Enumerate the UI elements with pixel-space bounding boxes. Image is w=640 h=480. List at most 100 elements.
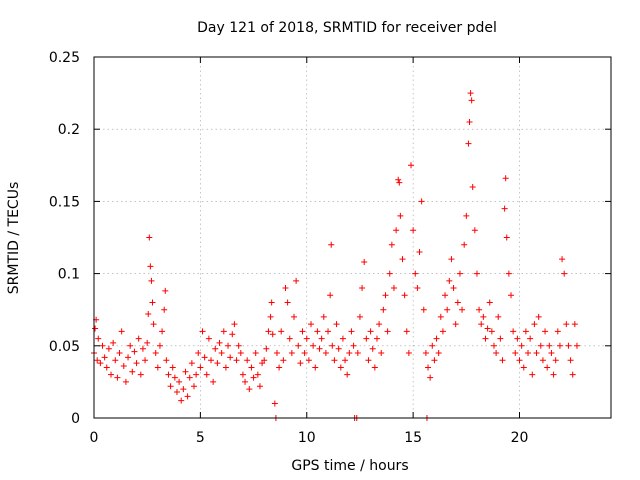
data-point (92, 325, 99, 332)
data-point (539, 357, 546, 364)
data-point (488, 328, 495, 335)
data-point (520, 364, 527, 371)
data-point (384, 328, 391, 335)
data-point (95, 335, 102, 342)
data-point (359, 285, 366, 292)
data-point (456, 270, 463, 277)
data-point (265, 328, 272, 335)
data-point (469, 183, 476, 190)
data-point (529, 371, 536, 378)
data-point (286, 335, 293, 342)
data-point (337, 364, 344, 371)
data-point (314, 328, 321, 335)
data-point (146, 234, 153, 241)
data-point (271, 400, 278, 407)
data-point (167, 383, 174, 390)
data-point (499, 357, 506, 364)
data-point (471, 227, 478, 234)
data-point (144, 339, 151, 346)
data-point (550, 371, 557, 378)
data-point (97, 360, 104, 367)
data-point (346, 350, 353, 357)
data-point (537, 342, 544, 349)
data-point (149, 299, 156, 306)
y-tick-label: 0.1 (58, 267, 80, 283)
data-point (390, 285, 397, 292)
data-point (252, 350, 259, 357)
data-point (380, 306, 387, 313)
data-point (139, 345, 146, 352)
data-point (473, 270, 480, 277)
data-point (363, 335, 370, 342)
data-point (437, 313, 444, 320)
data-point (254, 371, 261, 378)
data-point (280, 357, 287, 364)
data-point (559, 256, 566, 263)
data-point (163, 357, 170, 364)
data-point (395, 176, 402, 183)
data-point (225, 342, 232, 349)
data-point (186, 374, 193, 381)
data-point (256, 383, 263, 390)
data-point (497, 335, 504, 342)
data-point (248, 364, 255, 371)
data-point (478, 321, 485, 328)
data-point (145, 311, 152, 318)
data-point (502, 175, 509, 182)
data-point (350, 342, 357, 349)
data-point (195, 350, 202, 357)
data-point (297, 360, 304, 367)
data-point (310, 342, 317, 349)
data-point (522, 328, 529, 335)
data-point (301, 350, 308, 357)
data-point (173, 389, 180, 396)
chart-title: Day 121 of 2018, SRMTID for receiver pde… (197, 20, 497, 36)
data-point (120, 363, 127, 370)
data-point (197, 364, 204, 371)
data-point (227, 354, 234, 361)
plot-frame (93, 56, 612, 419)
x-tick-labels: 0 5 10 15 20 (90, 430, 529, 446)
data-point (110, 339, 117, 346)
data-point (329, 342, 336, 349)
data-point (150, 321, 157, 328)
y-tick-labels: 0 0.05 0.1 0.15 0.2 0.25 (49, 50, 80, 427)
data-point (212, 345, 219, 352)
data-point (235, 342, 242, 349)
data-point (433, 335, 440, 342)
data-point (218, 350, 225, 357)
data-point (242, 378, 249, 385)
data-point (450, 285, 457, 292)
data-point (299, 328, 306, 335)
data-point (382, 292, 389, 299)
data-point (405, 350, 412, 357)
data-point (333, 321, 340, 328)
data-point (356, 313, 363, 320)
data-point (348, 328, 355, 335)
data-point (467, 90, 474, 97)
data-point (548, 350, 555, 357)
data-point (303, 335, 310, 342)
data-point (544, 364, 551, 371)
data-point (516, 357, 523, 364)
data-point (229, 331, 236, 338)
data-point (278, 328, 285, 335)
data-point (237, 350, 244, 357)
data-point (482, 335, 489, 342)
data-point (112, 357, 119, 364)
data-point (476, 306, 483, 313)
data-point (94, 357, 101, 364)
data-point (147, 263, 154, 270)
data-point (210, 378, 217, 385)
data-point (361, 259, 368, 266)
data-point (293, 277, 300, 284)
data-point (182, 368, 189, 375)
data-point (501, 205, 508, 212)
data-point (142, 357, 149, 364)
data-point (244, 357, 251, 364)
data-point (373, 335, 380, 342)
data-point (439, 328, 446, 335)
data-point (393, 227, 400, 234)
data-point (533, 350, 540, 357)
